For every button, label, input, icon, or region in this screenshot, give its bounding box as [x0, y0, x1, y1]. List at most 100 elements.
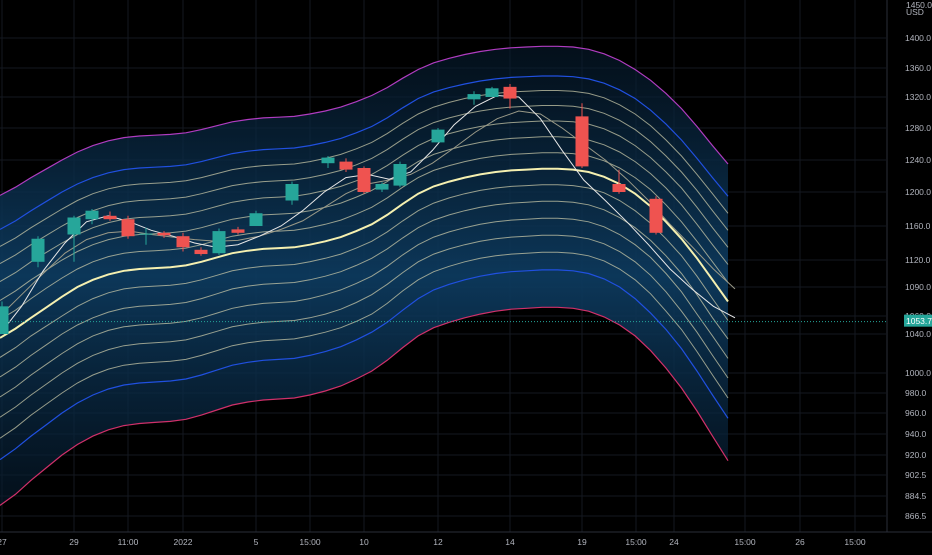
- candle-body: [0, 306, 9, 334]
- candle[interactable]: [231, 226, 245, 235]
- price-tick-label: 1280.0: [905, 123, 931, 133]
- time-tick-label: 29: [69, 537, 79, 547]
- time-tick-label: 15:00: [299, 537, 321, 547]
- time-axis[interactable]: 27 29 11:00 2022 5 15:00 10 12 14 19 15:00 24 15:00 2…: [0, 531, 932, 547]
- time-tick-label: 12: [433, 537, 443, 547]
- price-tick-label: 920.0: [905, 450, 927, 460]
- candle-body: [612, 184, 626, 192]
- envelope-band: [0, 184, 729, 358]
- time-tick-label: 2022: [174, 537, 193, 547]
- price-tick-label: 1120.0: [905, 255, 931, 265]
- candle[interactable]: [157, 231, 171, 238]
- candle-body: [176, 236, 190, 248]
- candle-body: [431, 129, 445, 143]
- envelope-band: [0, 152, 729, 321]
- candle[interactable]: [431, 128, 445, 143]
- time-tick-label: 5: [254, 537, 259, 547]
- price-tick-label: 1200.0: [905, 187, 931, 197]
- price-tick-label: 1000.0: [905, 368, 931, 378]
- price-tick-label: 940.0: [905, 429, 927, 439]
- candle-body: [393, 164, 407, 186]
- candle[interactable]: [249, 210, 263, 226]
- candles[interactable]: [0, 83, 663, 335]
- candle[interactable]: [375, 182, 389, 192]
- candle[interactable]: [485, 86, 499, 97]
- candle[interactable]: [212, 228, 226, 255]
- candle[interactable]: [393, 161, 407, 188]
- candle-body: [212, 231, 226, 254]
- candle[interactable]: [67, 215, 81, 262]
- price-tick-label: 1040.0: [905, 329, 931, 339]
- time-tick-label: 15:00: [734, 537, 756, 547]
- candle[interactable]: [0, 301, 9, 335]
- price-tick-label-top: 1450.0: [906, 0, 932, 10]
- envelope-band: [0, 136, 729, 301]
- candle-body: [375, 184, 389, 190]
- candle-body: [575, 116, 589, 167]
- candle[interactable]: [575, 103, 589, 168]
- envelope-area: [0, 46, 728, 506]
- price-tick-label: 902.5: [905, 470, 927, 480]
- price-tick-label: 1360.0: [905, 63, 931, 73]
- price-tick-label: 1090.0: [905, 282, 931, 292]
- candle[interactable]: [357, 166, 371, 194]
- time-tick-label: 14: [505, 537, 515, 547]
- candle-body: [357, 168, 371, 192]
- candle-body: [85, 210, 99, 220]
- candle-body: [157, 232, 171, 236]
- candle[interactable]: [103, 211, 117, 221]
- last-price-badge: [904, 314, 932, 327]
- candle-body: [285, 184, 299, 201]
- candle-body: [249, 213, 263, 226]
- candle[interactable]: [467, 91, 481, 105]
- envelope-outer-upper: [0, 45, 729, 196]
- price-tick-label: 1240.0: [905, 155, 931, 165]
- envelope-outer-lower: [0, 306, 729, 506]
- time-tick-label: 15:00: [625, 537, 647, 547]
- envelope-band: [0, 105, 729, 265]
- candle-body: [339, 161, 353, 170]
- candle-body: [467, 94, 481, 100]
- candle[interactable]: [176, 232, 190, 252]
- currency-label: USD: [906, 7, 924, 17]
- price-tick-label: 866.5: [905, 511, 927, 521]
- candle[interactable]: [194, 247, 208, 256]
- time-tick-label: 10: [359, 537, 369, 547]
- candle-body: [485, 88, 499, 97]
- envelope-band: [0, 234, 729, 418]
- candle[interactable]: [285, 181, 299, 205]
- candle[interactable]: [139, 227, 153, 245]
- candle-body: [649, 198, 663, 233]
- price-tick-label: 1160.0: [905, 221, 931, 231]
- price-tick-label: 980.0: [905, 388, 927, 398]
- candle[interactable]: [321, 156, 335, 168]
- candle[interactable]: [339, 158, 353, 172]
- envelope-blue-band: [0, 75, 729, 230]
- envelope-center-line: [0, 167, 729, 339]
- candle-body: [321, 157, 335, 164]
- candle[interactable]: [612, 169, 626, 194]
- candle-body: [31, 238, 45, 262]
- candle[interactable]: [121, 215, 135, 239]
- candle[interactable]: [503, 83, 517, 109]
- candle-body: [503, 86, 517, 99]
- candle[interactable]: [31, 236, 45, 268]
- candle-body: [121, 219, 135, 237]
- price-tick-label: 960.0: [905, 408, 927, 418]
- candle-body: [194, 249, 208, 255]
- candle-body: [139, 233, 153, 235]
- envelope-lines: [0, 45, 729, 506]
- time-tick-label: 26: [795, 537, 805, 547]
- envelope-band: [0, 200, 729, 378]
- time-tick-label: 11:00: [118, 537, 139, 547]
- candle[interactable]: [649, 196, 663, 235]
- price-tick-label: 884.5: [905, 491, 927, 501]
- price-tick-label: 1320.0: [905, 92, 931, 102]
- time-tick-label: 15:00: [844, 537, 866, 547]
- envelope-band: [0, 90, 729, 247]
- candle[interactable]: [85, 209, 99, 225]
- envelope-blue-band: [0, 269, 729, 461]
